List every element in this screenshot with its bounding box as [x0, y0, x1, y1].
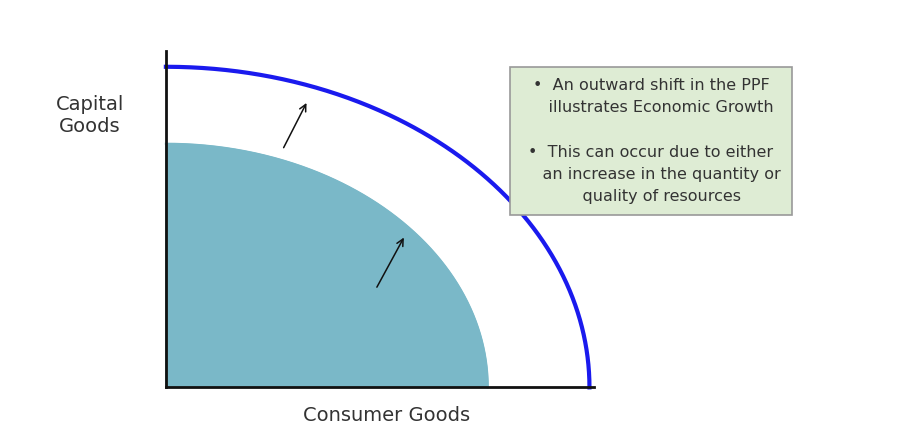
Text: Consumer Goods: Consumer Goods	[303, 406, 470, 425]
Text: Capital
Goods: Capital Goods	[56, 95, 124, 136]
Polygon shape	[166, 144, 488, 388]
Text: •  An outward shift in the PPF
    illustrates Economic Growth

•  This can occu: • An outward shift in the PPF illustrate…	[522, 78, 780, 204]
